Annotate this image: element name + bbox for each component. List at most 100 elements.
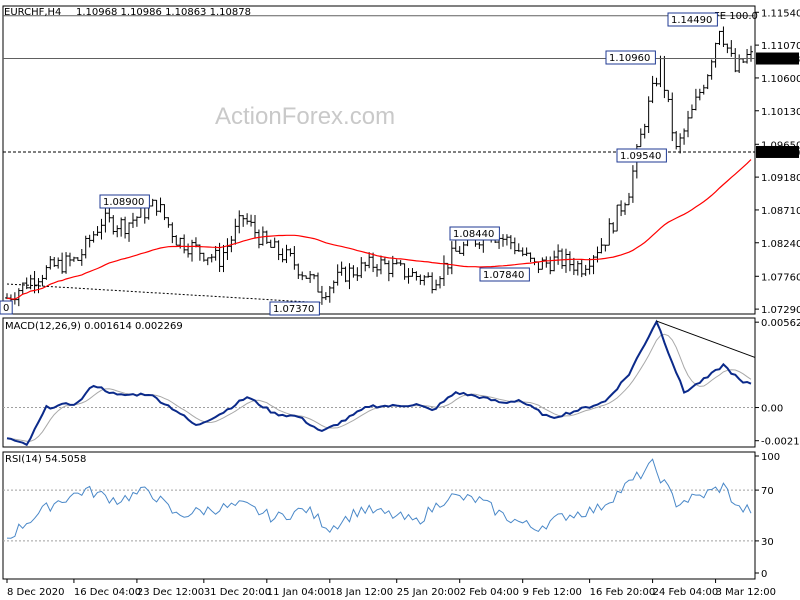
ohlc-bar	[725, 43, 730, 54]
rsi-panel-frame	[2, 451, 756, 580]
price-annotation: 1.14490	[667, 12, 718, 27]
ohlc-bar	[28, 274, 33, 290]
ohlc-bar	[123, 216, 128, 239]
ohlc-bar	[363, 261, 368, 272]
price-tick-label: 1.07760	[761, 272, 800, 283]
x-tick-label: 25 Jan 20:00	[397, 587, 460, 598]
ohlc-bar	[646, 96, 651, 134]
rsi-tick-label: 100	[761, 452, 780, 463]
price-tick-label: 1.10600	[761, 74, 800, 85]
annotation-box	[99, 194, 150, 209]
ohlc-bar	[382, 256, 387, 265]
ohlc-bar	[272, 237, 277, 248]
ohlc-bar	[233, 218, 238, 245]
ohlc-bar	[650, 75, 655, 104]
ohlc-bar	[24, 277, 29, 290]
ohlc-bar	[449, 241, 454, 275]
ohlc-bar	[567, 251, 572, 272]
ohlc-bar	[166, 217, 171, 228]
trendline-dotted	[6, 283, 322, 304]
ohlc-bar	[249, 214, 254, 227]
macd-title: MACD(12,26,9) 0.001614 0.002269	[5, 321, 183, 332]
ohlc-bar	[693, 88, 698, 111]
macd-signal-line	[6, 333, 752, 442]
ohlc-bar	[315, 272, 320, 293]
ohlc-bar	[670, 92, 675, 142]
ohlc-bar	[504, 234, 509, 246]
ohlc-bar	[540, 257, 545, 270]
ohlc-bar	[536, 261, 541, 274]
macd-trendline	[656, 320, 756, 358]
ohlc-bar	[737, 54, 742, 74]
ohlc-bar	[304, 275, 309, 279]
ohlc-bar	[32, 271, 37, 294]
price-tick-label: 1.09650	[761, 140, 800, 151]
ohlc-bar	[20, 282, 25, 295]
ohlc-bar	[79, 249, 84, 266]
ohlc-bar	[99, 218, 104, 240]
ohlc-bar	[300, 271, 305, 281]
ohlc-bar	[347, 263, 352, 290]
ohlc-bar	[422, 275, 427, 286]
price-annotation: 1.10960	[605, 50, 656, 65]
ohlc-bar	[619, 200, 624, 217]
ohlc-bar	[701, 84, 706, 95]
x-tick-label: 16 Feb 20:00	[590, 587, 656, 598]
ohlc-bar	[87, 234, 92, 248]
x-tick-label: 24 Feb 04:00	[653, 587, 719, 598]
ohlc-bar	[563, 248, 568, 273]
macd-tick-label: 0.005625	[761, 318, 800, 329]
ohlc-bar	[134, 216, 139, 227]
ohlc-bar	[158, 197, 163, 213]
ohlc-bar	[83, 235, 88, 259]
ohlc-bar	[351, 265, 356, 278]
ohlc-bar	[607, 218, 612, 246]
ohlc-bar	[193, 237, 198, 248]
ohlc-bar	[414, 271, 419, 281]
ohlc-bar	[44, 265, 49, 280]
ohlc-bar	[441, 255, 446, 286]
ohlc-bar	[276, 240, 281, 261]
ohlc-bar	[501, 234, 505, 247]
ohlc-bar	[260, 226, 265, 246]
ohlc-bar	[729, 40, 734, 57]
ohlc-bar	[288, 248, 293, 257]
annotation-label: 0	[3, 303, 9, 314]
ohlc-bar	[312, 273, 317, 280]
ohlc-bar	[583, 264, 588, 276]
ohlc-bar	[595, 246, 600, 263]
annotation-box	[479, 267, 530, 282]
price-annotation: 1.08900	[99, 194, 150, 209]
ohlc-bar	[477, 241, 482, 250]
ohlc-bar	[284, 244, 289, 264]
ohlc-bar	[91, 231, 96, 243]
annotation-box	[269, 301, 320, 316]
ohlc-bar	[445, 262, 450, 275]
ohlc-bar	[713, 42, 718, 68]
annotation-label: 1.14490	[671, 15, 712, 26]
ohlc-bar	[390, 255, 395, 278]
price-tick-label: 1.08710	[761, 206, 800, 217]
ohlc-bar	[666, 89, 671, 103]
price-annotation: 1.08440	[449, 226, 500, 241]
x-tick-label: 23 Dec 12:00	[137, 587, 204, 598]
rsi-tick-label: 30	[761, 537, 774, 548]
ohlc-bar	[225, 238, 230, 260]
ohlc-bar	[674, 131, 679, 150]
axes: 1.11540 1.11070 1.10600 1.10130 1.09650 1.091…	[6, 8, 800, 598]
rsi-panel: RSI(14) 54.5058	[3, 454, 755, 542]
ohlc-bar	[209, 253, 214, 263]
annotation-box	[667, 12, 718, 27]
ohlc-bar	[745, 49, 750, 64]
ohlc-bar	[130, 212, 135, 228]
ohlc-bar	[544, 256, 549, 268]
price-axis-box-label: 1.10878	[759, 55, 800, 66]
ohlc-bar	[245, 213, 250, 225]
ohlc-bar	[182, 234, 187, 254]
ohlc-bar	[186, 243, 191, 258]
ohlc-bar	[205, 257, 210, 266]
ohlc-bar	[438, 276, 443, 289]
ohlc-bar	[626, 192, 631, 206]
ohlc-bar	[75, 257, 80, 261]
ohlc-bar	[587, 258, 592, 275]
